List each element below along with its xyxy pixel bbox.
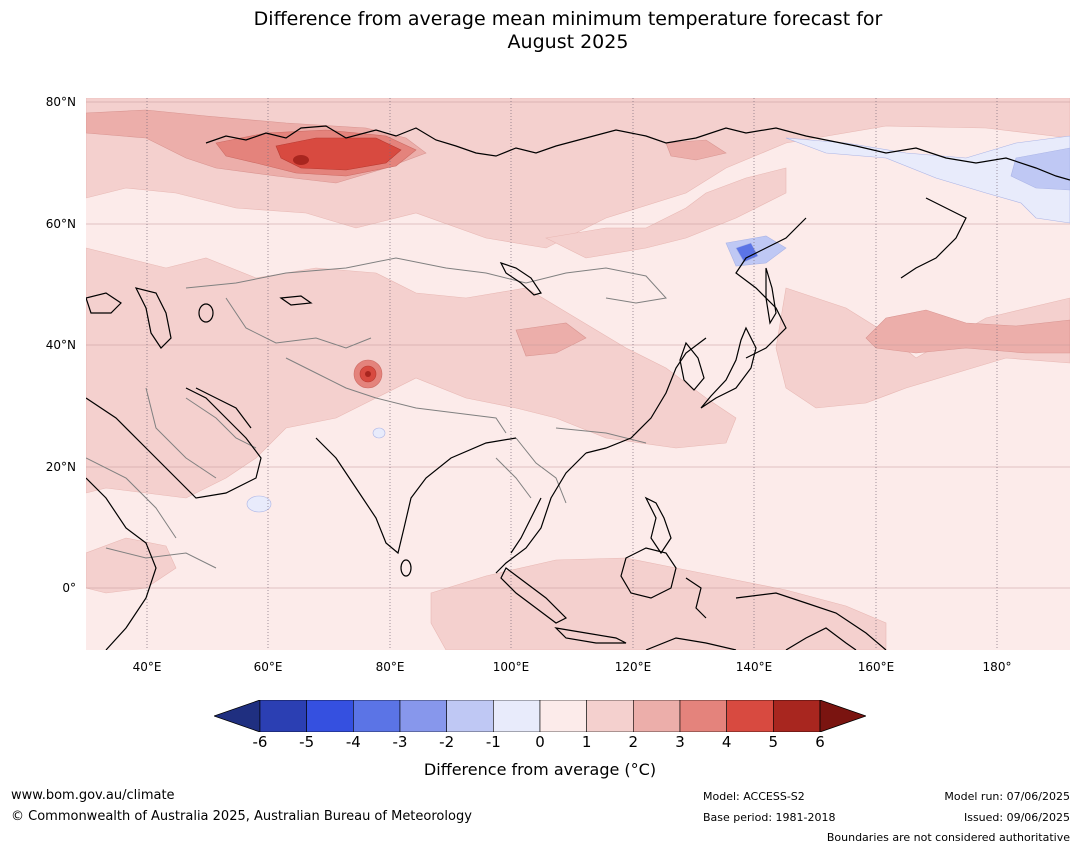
- latitude-gridlines: [86, 101, 1070, 589]
- lon-label-140e: 140°E: [735, 660, 773, 674]
- lat-label-0: 0°: [62, 581, 76, 595]
- colorbar-tick-label: 1: [581, 733, 592, 751]
- forecast-map: [86, 98, 1070, 650]
- chart-title: Difference from average mean minimum tem…: [0, 8, 1081, 54]
- base-period: Base period: 1981-2018: [703, 811, 836, 824]
- colorbar-tick-label: -5: [299, 733, 315, 751]
- model-name: Model: ACCESS-S2: [703, 790, 805, 803]
- colorbar-segment: [633, 699, 681, 733]
- colorbar-segment: [446, 699, 494, 733]
- copyright-notice: © Commonwealth of Australia 2025, Austra…: [11, 809, 472, 824]
- coastlines: [86, 125, 1070, 650]
- colorbar-tick-label: -1: [485, 733, 501, 751]
- colorbar-tick-label: 4: [721, 733, 732, 751]
- lon-label-160e: 160°E: [857, 660, 895, 674]
- lat-label-20n: 20°N: [45, 460, 76, 474]
- colorbar-tick-label: -6: [252, 733, 268, 751]
- colorbar: [212, 699, 868, 733]
- lon-label-40e: 40°E: [132, 660, 162, 674]
- colorbar-tick-label: -2: [439, 733, 455, 751]
- colorbar-segment: [726, 699, 774, 733]
- colorbar-segment: [586, 699, 634, 733]
- lat-label-60n: 60°N: [45, 217, 76, 231]
- lat-label-80n: 80°N: [45, 95, 76, 109]
- colorbar-tick-label: 5: [768, 733, 779, 751]
- anomaly-band-1-2: [86, 98, 1070, 650]
- colorbar-tick-label: 6: [815, 733, 825, 751]
- model-run-date: Model run: 07/06/2025: [944, 790, 1070, 803]
- colorbar-tick-label: 0: [535, 733, 545, 751]
- colorbar-tick-label: 2: [628, 733, 639, 751]
- bom-url[interactable]: www.bom.gov.au/climate: [11, 788, 175, 803]
- title-line-2: August 2025: [507, 31, 629, 53]
- colorbar-segment: [773, 699, 821, 733]
- lat-label-40n: 40°N: [45, 338, 76, 352]
- colorbar-tick-label: -4: [345, 733, 361, 751]
- colorbar-segment: [353, 699, 401, 733]
- colorbar-segment: [493, 699, 541, 733]
- issued-date: Issued: 09/06/2025: [963, 811, 1070, 824]
- country-borders: [86, 257, 667, 569]
- anomaly-negative: [246, 135, 1070, 513]
- colorbar-segment: [679, 699, 727, 733]
- colorbar-extend-low: [212, 699, 261, 733]
- map-canvas: [86, 98, 1070, 650]
- lon-label-120e: 120°E: [614, 660, 652, 674]
- colorbar-segment: [306, 699, 354, 733]
- colorbar-label: Difference from average (°C): [423, 760, 657, 779]
- anomaly-band-5-6: [293, 155, 371, 377]
- colorbar-tick-label: 3: [675, 733, 685, 751]
- lon-label-100e: 100°E: [492, 660, 530, 674]
- lon-label-80e: 80°E: [375, 660, 405, 674]
- colorbar-segment: [539, 699, 587, 733]
- lon-label-60e: 60°E: [253, 660, 283, 674]
- colorbar-tick-label: -3: [392, 733, 408, 751]
- boundaries-note: Boundaries are not considered authoritat…: [826, 831, 1070, 844]
- colorbar-segment: [399, 699, 447, 733]
- longitude-gridlines: [146, 98, 998, 650]
- title-line-1: Difference from average mean minimum tem…: [253, 8, 883, 30]
- lon-label-180: 180°: [982, 660, 1012, 674]
- colorbar-segment: [259, 699, 307, 733]
- colorbar-extend-high: [819, 699, 868, 733]
